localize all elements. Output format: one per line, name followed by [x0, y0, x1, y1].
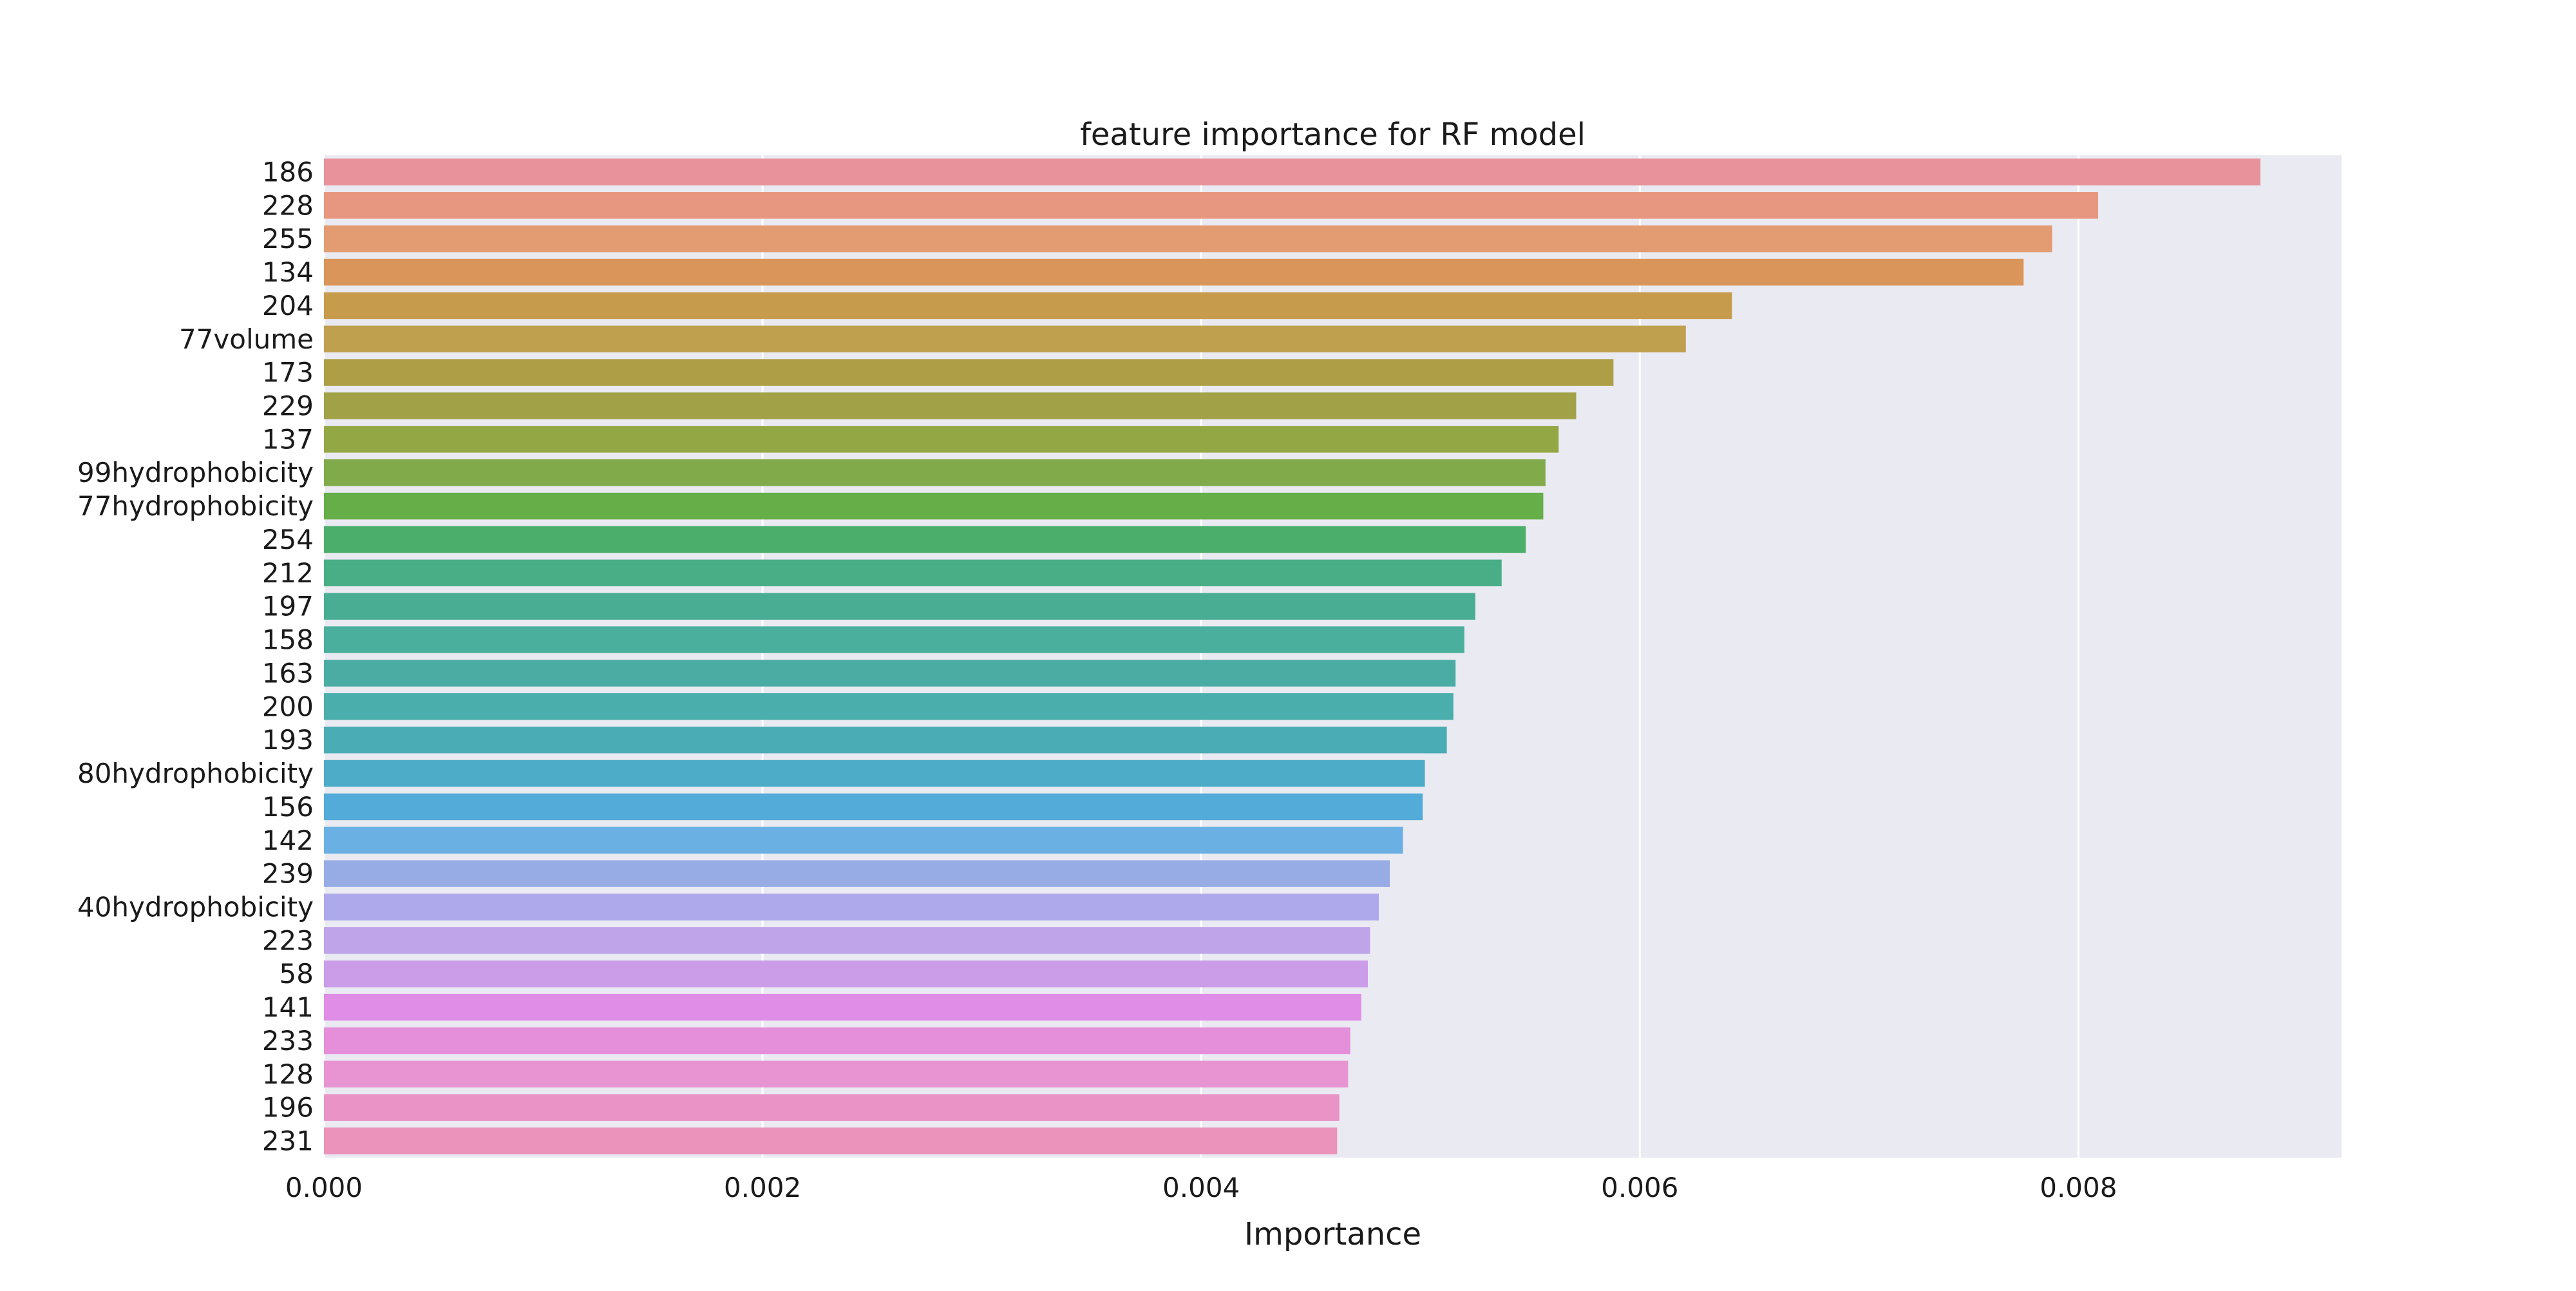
- y-tick-label: 40hydrophobicity: [77, 892, 314, 923]
- x-tick-label: 0.008: [2040, 1172, 2117, 1203]
- bars: [324, 158, 2260, 1154]
- x-tick-label: 0.004: [1162, 1172, 1240, 1203]
- y-tick-label: 128: [262, 1058, 314, 1090]
- y-tick-label: 142: [262, 825, 314, 856]
- y-tick-label: 212: [262, 557, 314, 589]
- bar: [324, 459, 1546, 486]
- y-tick-label: 197: [262, 591, 314, 622]
- bar: [324, 325, 1686, 353]
- bar: [324, 726, 1447, 754]
- bar: [324, 158, 2260, 186]
- bar: [324, 292, 1732, 320]
- y-tick-label: 186: [262, 156, 314, 187]
- bar: [324, 793, 1423, 821]
- y-tick-label: 231: [262, 1125, 314, 1157]
- y-tick-label: 196: [262, 1092, 314, 1124]
- bar: [324, 1094, 1340, 1121]
- y-tick-label: 229: [262, 390, 314, 422]
- y-tick-label: 200: [262, 691, 314, 722]
- y-tick-label: 77hydrophobicity: [77, 490, 314, 522]
- y-tick-label: 193: [262, 724, 314, 756]
- bar: [324, 760, 1425, 787]
- y-tick-label: 141: [262, 991, 314, 1023]
- bar: [324, 392, 1577, 419]
- y-tick-label: 239: [262, 858, 314, 890]
- gridlines: [323, 155, 2079, 1158]
- bar: [324, 626, 1464, 653]
- bar: [324, 492, 1544, 520]
- bar: [324, 593, 1475, 620]
- x-tick-label: 0.006: [1601, 1172, 1678, 1203]
- x-tick-labels: 0.000 0.002 0.004 0.006 0.008: [285, 1172, 2117, 1203]
- y-tick-label: 137: [262, 423, 314, 455]
- bar: [324, 993, 1361, 1021]
- chart-title: feature importance for RF model: [1080, 117, 1586, 153]
- bar: [324, 526, 1526, 553]
- y-tick-label: 77volume: [179, 323, 314, 355]
- x-tick-label: 0.000: [285, 1172, 363, 1203]
- bar: [324, 426, 1559, 453]
- bar: [324, 894, 1379, 921]
- y-tick-labels: 18622825513420477volume17322913799hydrop…: [77, 156, 314, 1156]
- bar: [324, 827, 1403, 854]
- bar: [324, 1060, 1349, 1088]
- y-tick-label: 204: [262, 290, 314, 321]
- y-tick-label: 255: [262, 223, 314, 254]
- bar: [324, 559, 1502, 587]
- y-tick-label: 134: [262, 256, 314, 288]
- bar: [324, 860, 1390, 887]
- y-tick-label: 158: [262, 624, 314, 656]
- y-tick-label: 163: [262, 657, 314, 689]
- y-tick-label: 58: [279, 958, 314, 990]
- y-tick-label: 223: [262, 924, 314, 956]
- bar: [324, 693, 1454, 720]
- bar: [324, 225, 2052, 253]
- y-tick-label: 233: [262, 1025, 314, 1057]
- y-tick-label: 228: [262, 189, 314, 221]
- plot-background: [324, 155, 2342, 1158]
- bar: [324, 258, 2024, 286]
- bar: [324, 960, 1368, 988]
- bar: [324, 192, 2098, 219]
- bar: [324, 1127, 1338, 1154]
- x-axis-label: Importance: [1244, 1216, 1421, 1252]
- y-tick-label: 80hydrophobicity: [77, 758, 314, 789]
- bar: [324, 927, 1370, 954]
- bar: [324, 660, 1456, 687]
- bar: [324, 359, 1614, 386]
- y-tick-label: 156: [262, 791, 314, 823]
- y-tick-label: 173: [262, 357, 314, 388]
- bar: [324, 1027, 1350, 1055]
- y-tick-label: 99hydrophobicity: [77, 457, 314, 488]
- x-tick-label: 0.002: [724, 1172, 801, 1203]
- y-tick-label: 254: [262, 524, 314, 555]
